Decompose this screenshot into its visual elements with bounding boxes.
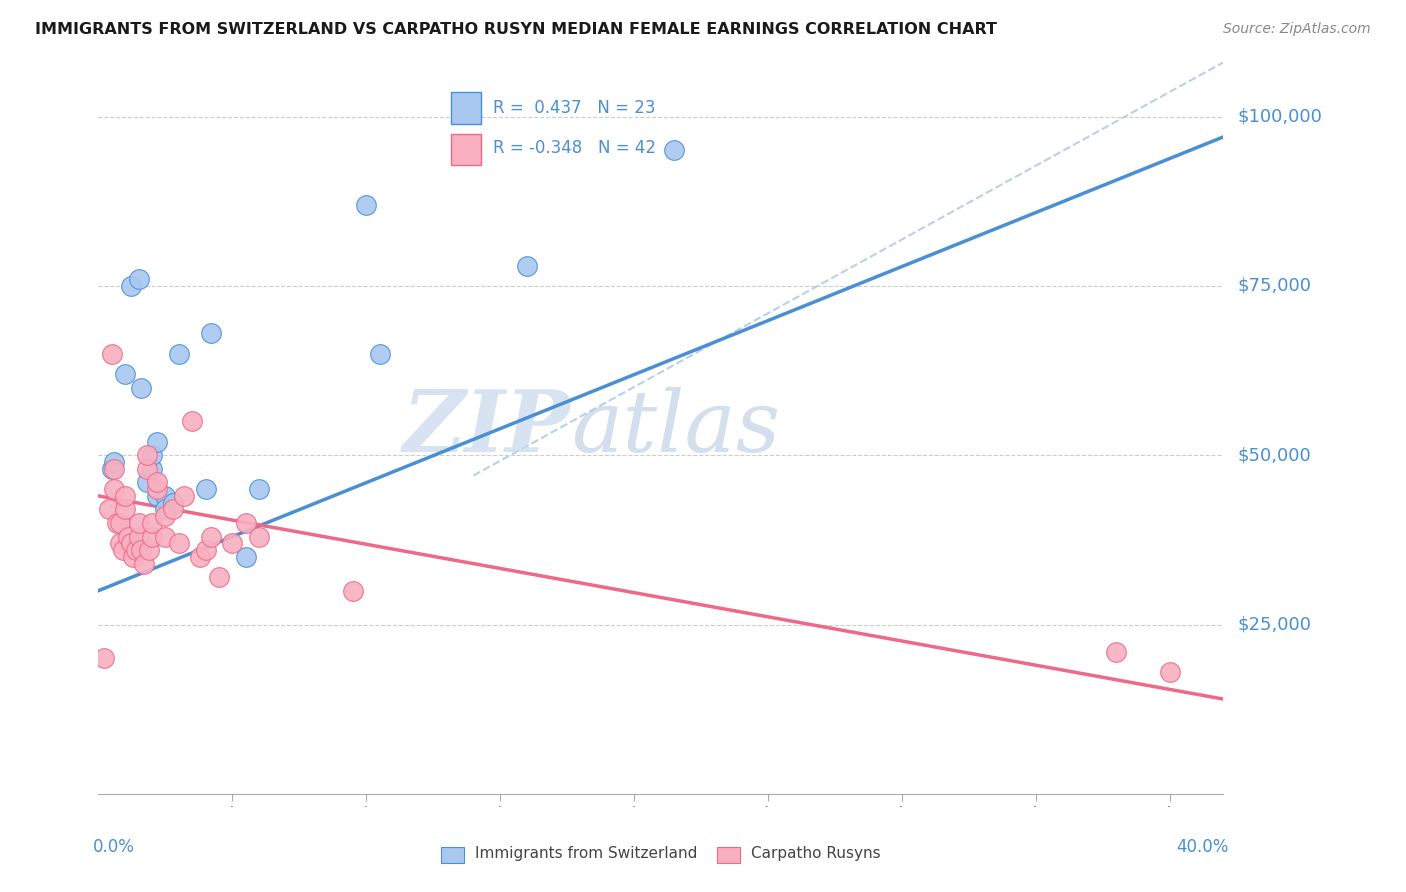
Point bbox=[146, 475, 169, 490]
Point bbox=[247, 529, 270, 543]
Point bbox=[155, 529, 177, 543]
Point bbox=[354, 197, 377, 211]
Point bbox=[132, 557, 155, 571]
Point bbox=[368, 346, 391, 360]
Point bbox=[167, 536, 190, 550]
Point bbox=[98, 502, 121, 516]
Point bbox=[162, 502, 184, 516]
Point bbox=[103, 482, 125, 496]
Point bbox=[235, 549, 257, 564]
Point bbox=[141, 529, 163, 543]
Point bbox=[117, 529, 139, 543]
Point bbox=[194, 543, 217, 558]
Point bbox=[146, 434, 169, 449]
Point bbox=[101, 462, 124, 476]
Point bbox=[208, 570, 231, 584]
Point bbox=[128, 272, 150, 286]
Point bbox=[108, 516, 131, 530]
Point bbox=[135, 475, 157, 490]
Point bbox=[111, 543, 134, 558]
Point bbox=[146, 489, 169, 503]
Point bbox=[129, 380, 152, 394]
Point bbox=[146, 482, 169, 496]
Point bbox=[114, 367, 136, 381]
Point bbox=[194, 482, 217, 496]
Text: $25,000: $25,000 bbox=[1237, 615, 1312, 633]
Point bbox=[235, 516, 257, 530]
Point bbox=[108, 536, 131, 550]
Point bbox=[221, 536, 243, 550]
Point bbox=[1105, 645, 1128, 659]
Point bbox=[103, 462, 125, 476]
Point bbox=[342, 583, 364, 598]
Point bbox=[93, 651, 115, 665]
Point bbox=[200, 529, 222, 543]
Point bbox=[120, 279, 142, 293]
Text: IMMIGRANTS FROM SWITZERLAND VS CARPATHO RUSYN MEDIAN FEMALE EARNINGS CORRELATION: IMMIGRANTS FROM SWITZERLAND VS CARPATHO … bbox=[35, 22, 997, 37]
Point bbox=[128, 529, 150, 543]
Text: 0.0%: 0.0% bbox=[93, 838, 135, 855]
Text: Immigrants from Switzerland: Immigrants from Switzerland bbox=[475, 847, 697, 862]
Point bbox=[141, 516, 163, 530]
Point bbox=[181, 414, 204, 428]
Point bbox=[114, 489, 136, 503]
Point bbox=[129, 543, 152, 558]
Point bbox=[138, 543, 160, 558]
Text: Source: ZipAtlas.com: Source: ZipAtlas.com bbox=[1223, 22, 1371, 37]
Text: Carpatho Rusyns: Carpatho Rusyns bbox=[751, 847, 880, 862]
Point bbox=[155, 489, 177, 503]
Text: $50,000: $50,000 bbox=[1237, 446, 1310, 464]
Text: $100,000: $100,000 bbox=[1237, 108, 1322, 126]
Text: ZIP: ZIP bbox=[404, 386, 571, 470]
Point bbox=[120, 536, 142, 550]
Point bbox=[188, 549, 211, 564]
Point bbox=[155, 509, 177, 524]
FancyBboxPatch shape bbox=[717, 847, 740, 863]
Point bbox=[103, 455, 125, 469]
Point bbox=[247, 482, 270, 496]
Point bbox=[200, 326, 222, 341]
Point bbox=[128, 516, 150, 530]
Point bbox=[135, 448, 157, 462]
FancyBboxPatch shape bbox=[441, 847, 464, 863]
Point bbox=[516, 259, 538, 273]
Point bbox=[114, 502, 136, 516]
Point bbox=[167, 346, 190, 360]
Point bbox=[162, 496, 184, 510]
Point bbox=[122, 549, 145, 564]
Point bbox=[155, 502, 177, 516]
Point bbox=[135, 462, 157, 476]
Text: atlas: atlas bbox=[571, 387, 780, 469]
Point bbox=[141, 448, 163, 462]
Point bbox=[1159, 665, 1181, 679]
Point bbox=[141, 462, 163, 476]
Point bbox=[105, 516, 128, 530]
Point bbox=[173, 489, 195, 503]
Point bbox=[664, 144, 686, 158]
Text: $75,000: $75,000 bbox=[1237, 277, 1312, 295]
Point bbox=[125, 543, 148, 558]
Text: 40.0%: 40.0% bbox=[1177, 838, 1229, 855]
Point bbox=[101, 346, 124, 360]
